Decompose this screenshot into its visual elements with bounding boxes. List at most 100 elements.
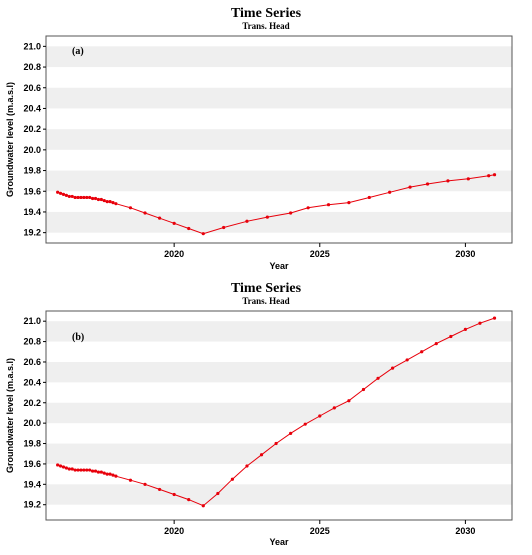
x-axis-label: Year xyxy=(269,261,289,271)
data-point xyxy=(449,334,453,339)
y-tick-label: 20.4 xyxy=(23,377,41,387)
data-point xyxy=(466,177,470,181)
data-point xyxy=(79,195,83,200)
y-tick-label: 19.6 xyxy=(23,459,41,469)
data-point xyxy=(390,366,395,370)
data-point xyxy=(96,470,101,474)
data-point xyxy=(128,206,133,210)
x-tick-label: 2020 xyxy=(164,249,184,259)
x-tick-label: 2025 xyxy=(310,526,330,536)
data-point xyxy=(289,211,293,215)
data-point xyxy=(347,399,351,403)
data-point xyxy=(64,466,68,470)
data-point xyxy=(492,316,497,320)
x-tick-label: 2030 xyxy=(455,249,475,259)
data-point xyxy=(388,190,392,194)
data-point xyxy=(420,350,424,354)
chart-title: Time Series xyxy=(231,6,302,21)
y-tick-label: 20.6 xyxy=(23,357,41,367)
data-point xyxy=(245,219,249,223)
data-point xyxy=(265,215,269,219)
data-point xyxy=(274,441,278,446)
y-tick-label: 20.8 xyxy=(23,337,41,347)
grid-band xyxy=(46,361,512,383)
data-point xyxy=(216,491,220,496)
y-axis-label: Groundwater level (m.a.s.l) xyxy=(5,82,15,197)
data-point xyxy=(347,201,351,205)
y-tick-label: 20.8 xyxy=(23,62,41,72)
data-point xyxy=(67,467,71,471)
data-point xyxy=(245,464,249,468)
data-point xyxy=(318,414,322,418)
data-point xyxy=(70,194,74,199)
data-point xyxy=(82,468,86,472)
data-point xyxy=(76,195,80,200)
y-axis-label: Groundwater level (m.a.s.l) xyxy=(5,358,15,473)
data-point xyxy=(492,173,497,177)
y-tick-label: 20.6 xyxy=(23,83,41,93)
data-point xyxy=(201,232,205,236)
y-tick-label: 20.4 xyxy=(23,103,41,113)
data-point xyxy=(93,469,98,473)
data-point xyxy=(157,487,162,492)
data-point xyxy=(157,216,162,220)
data-point xyxy=(76,468,80,472)
data-point xyxy=(478,321,482,325)
data-point xyxy=(56,463,60,467)
panel-label: (b) xyxy=(72,332,84,343)
data-point xyxy=(114,202,118,206)
data-point xyxy=(187,498,191,502)
chart-subtitle: Trans. Head xyxy=(242,296,289,306)
x-tick-label: 2025 xyxy=(310,249,330,259)
data-point xyxy=(463,327,467,331)
grid-band xyxy=(46,484,512,505)
data-point xyxy=(425,182,430,186)
data-point xyxy=(187,226,191,231)
x-tick-label: 2020 xyxy=(164,526,184,536)
data-point xyxy=(61,465,66,469)
y-tick-label: 19.4 xyxy=(23,207,41,217)
data-point xyxy=(332,406,336,410)
data-point xyxy=(408,185,412,189)
y-tick-label: 19.8 xyxy=(23,439,41,449)
data-point xyxy=(128,478,133,482)
data-point xyxy=(303,422,307,426)
y-tick-label: 19.8 xyxy=(23,166,41,176)
grid-band xyxy=(46,129,512,150)
data-point xyxy=(82,195,86,200)
data-point xyxy=(446,179,450,183)
data-point xyxy=(172,492,176,497)
data-point xyxy=(102,471,106,475)
data-point xyxy=(306,206,310,210)
data-point xyxy=(96,197,101,202)
data-point xyxy=(405,358,409,362)
data-point xyxy=(201,504,205,508)
y-tick-label: 20.0 xyxy=(23,145,41,155)
data-point xyxy=(79,468,83,472)
y-tick-label: 19.4 xyxy=(23,479,41,489)
data-point xyxy=(102,198,106,203)
grid-band xyxy=(46,87,512,109)
data-point xyxy=(85,468,89,472)
data-point xyxy=(434,342,438,346)
y-tick-label: 21.0 xyxy=(23,41,41,51)
plot-frame xyxy=(45,35,513,244)
data-point xyxy=(91,196,95,201)
grid-band xyxy=(46,443,512,464)
data-point xyxy=(73,195,77,200)
y-tick-label: 20.2 xyxy=(23,398,41,408)
data-point xyxy=(93,196,98,201)
data-point xyxy=(88,468,92,472)
y-tick-label: 21.0 xyxy=(23,316,41,326)
data-point xyxy=(105,200,109,204)
data-point xyxy=(367,195,371,200)
data-point xyxy=(289,431,293,435)
data-point xyxy=(58,191,63,195)
data-point xyxy=(376,376,380,380)
data-point xyxy=(487,174,491,178)
panel-label: (a) xyxy=(72,46,84,57)
